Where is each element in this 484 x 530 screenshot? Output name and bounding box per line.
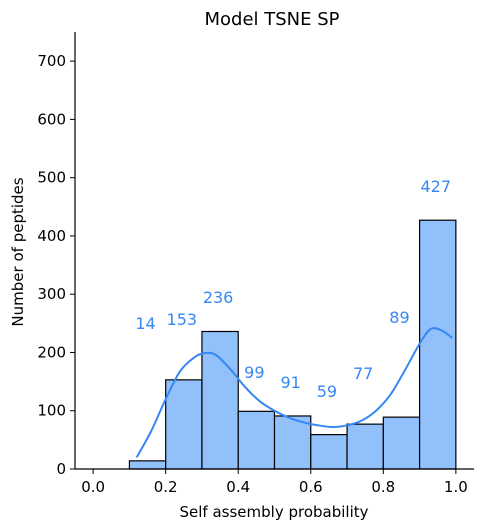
kde-group (135, 327, 453, 458)
y-tick-label: 300 (37, 285, 66, 303)
y-tick-label: 0 (56, 460, 66, 478)
bar-count-label: 236 (203, 288, 234, 307)
y-tick-label: 400 (37, 227, 66, 245)
histogram-bar (273, 415, 312, 470)
bar-count-label: 89 (389, 308, 409, 327)
bar-count-label: 77 (353, 364, 373, 383)
chart-title: Model TSNE SP (204, 9, 339, 30)
histogram-bar (128, 460, 167, 470)
bar-count-label: 91 (280, 373, 300, 392)
x-axis-label: Self assembly probability (180, 503, 369, 521)
bar-count-label: 59 (317, 382, 337, 401)
x-tick-label: 0.8 (371, 478, 395, 496)
bars-group (128, 219, 457, 470)
x-tick-label: 0.4 (226, 478, 250, 496)
x-tick-label: 1.0 (444, 478, 468, 496)
y-tick-label: 700 (37, 52, 66, 70)
histogram-bar (382, 416, 421, 470)
bar-count-label: 99 (244, 363, 264, 382)
y-tick-label: 600 (37, 110, 66, 128)
x-ticks-group: 0.0 0.2 0.4 0.6 0.8 1.0 (81, 469, 468, 496)
bar-count-label: 14 (135, 314, 155, 333)
y-tick-label: 100 (37, 402, 66, 420)
y-tick-label: 500 (37, 169, 66, 187)
kde-curve (135, 327, 453, 458)
histogram-bar (310, 434, 348, 470)
x-tick-label: 0.2 (154, 478, 178, 496)
y-ticks-group: 0 100 200 300 400 500 600 700 (37, 52, 75, 478)
histogram-bar (418, 219, 457, 470)
y-axis-label: Number of peptides (9, 177, 27, 326)
x-tick-label: 0.0 (81, 478, 105, 496)
histogram-bar (201, 330, 239, 470)
axes-group (74, 32, 474, 470)
bar-count-label: 153 (167, 310, 198, 329)
y-tick-label: 200 (37, 343, 66, 361)
histogram-bar (346, 423, 384, 470)
histogram-bar (237, 410, 276, 470)
histogram-bar (165, 379, 203, 470)
x-tick-label: 0.6 (299, 478, 323, 496)
bar-labels-group: 14 153 236 99 91 59 77 89 427 (135, 177, 451, 401)
bar-count-label: 427 (420, 177, 451, 196)
